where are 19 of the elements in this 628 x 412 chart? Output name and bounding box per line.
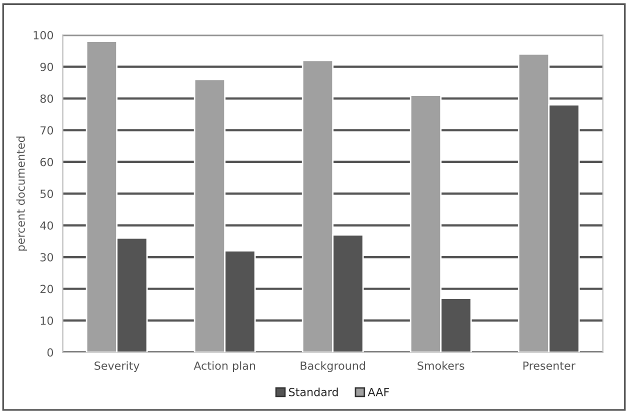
x-tick-label: Action plan bbox=[194, 361, 256, 372]
x-tick-label: Background bbox=[300, 361, 365, 372]
y-tick-label: 30 bbox=[40, 253, 54, 262]
x-tick-label: Presenter bbox=[523, 362, 576, 370]
y-tick-label: 70 bbox=[40, 126, 54, 135]
y-tick-label: 50 bbox=[40, 190, 54, 198]
y-axis-title: percent documented bbox=[16, 136, 28, 251]
y-tick-label: 0 bbox=[47, 348, 54, 357]
x-tick-label: Smokers bbox=[418, 361, 464, 370]
y-tick-label: 10 bbox=[40, 316, 54, 325]
y-tick-label: 20 bbox=[40, 284, 54, 294]
y-tick-label: 60 bbox=[40, 158, 54, 166]
y-tick-label: 100 bbox=[34, 30, 54, 40]
x-tick-label: Severity bbox=[94, 361, 140, 372]
y-tick-label: 90 bbox=[40, 62, 54, 72]
y-tick-label: 40 bbox=[40, 221, 54, 230]
legend-label: AAF bbox=[368, 388, 389, 396]
y-tick-label: 80 bbox=[40, 94, 54, 103]
legend-label: Standard bbox=[289, 388, 338, 396]
